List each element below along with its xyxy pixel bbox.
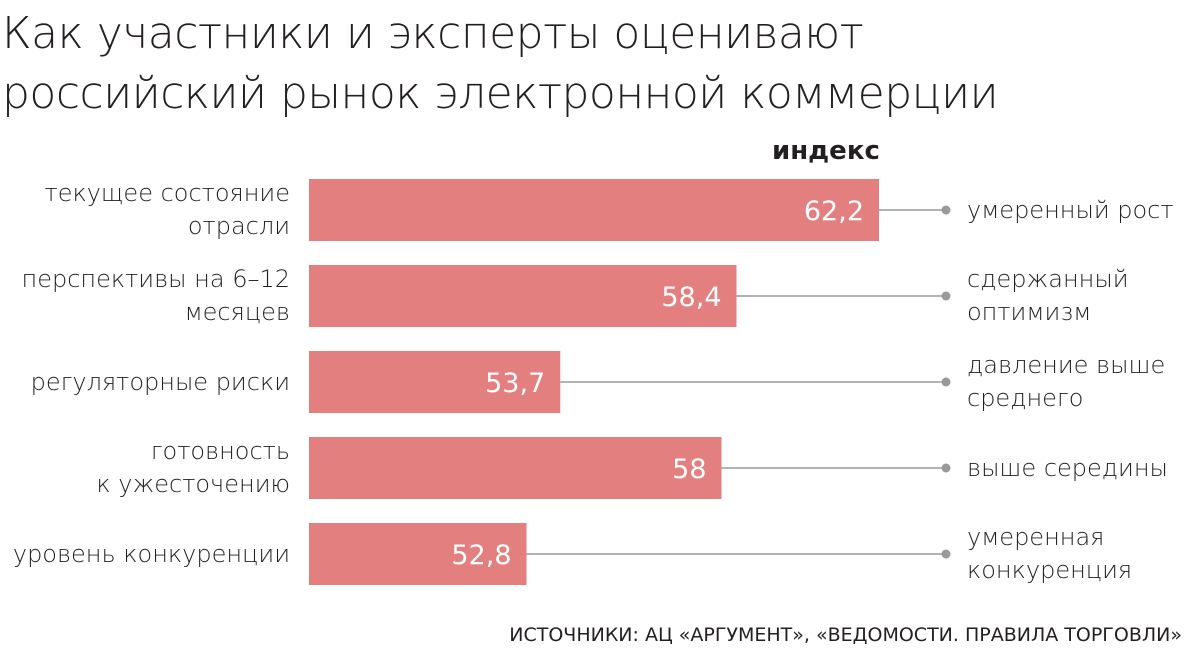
description: выше середины [967,453,1168,482]
bar [309,265,737,327]
description: сдержанный оптимизм [967,265,1129,326]
source: ИСТОЧНИКИ: АЦ «АРГУМЕНТ», «ВЕДОМОСТИ. ПР… [509,624,1182,646]
value-label: 58 [672,454,706,485]
bar [309,179,879,241]
leader-dot [941,549,951,559]
bar [309,351,561,413]
category-label: текущее состояние отрасли [44,179,290,240]
leader-dot [941,377,951,387]
leader-dot [941,463,951,473]
description: давление выше среднего [967,351,1166,412]
bar [309,437,722,499]
leader-dot [941,291,951,301]
leader-dot [941,205,951,215]
category-label: уровень конкуренции [12,539,290,568]
description: умеренная конкуренция [967,523,1133,584]
description: умеренный рост [967,195,1174,224]
value-label: 53,7 [485,368,545,399]
value-label: 58,4 [661,282,721,313]
value-label: 52,8 [451,540,511,571]
bar [309,523,527,585]
value-header: индекс [772,136,880,166]
value-label: 62,2 [804,196,864,227]
chart-title: Как участники и эксперты оценивают росси… [2,8,999,119]
category-label: готовность к ужесточению [96,437,290,498]
category-label: регуляторные риски [30,367,290,396]
category-label: перспективы на 6–12 месяцев [21,265,290,326]
